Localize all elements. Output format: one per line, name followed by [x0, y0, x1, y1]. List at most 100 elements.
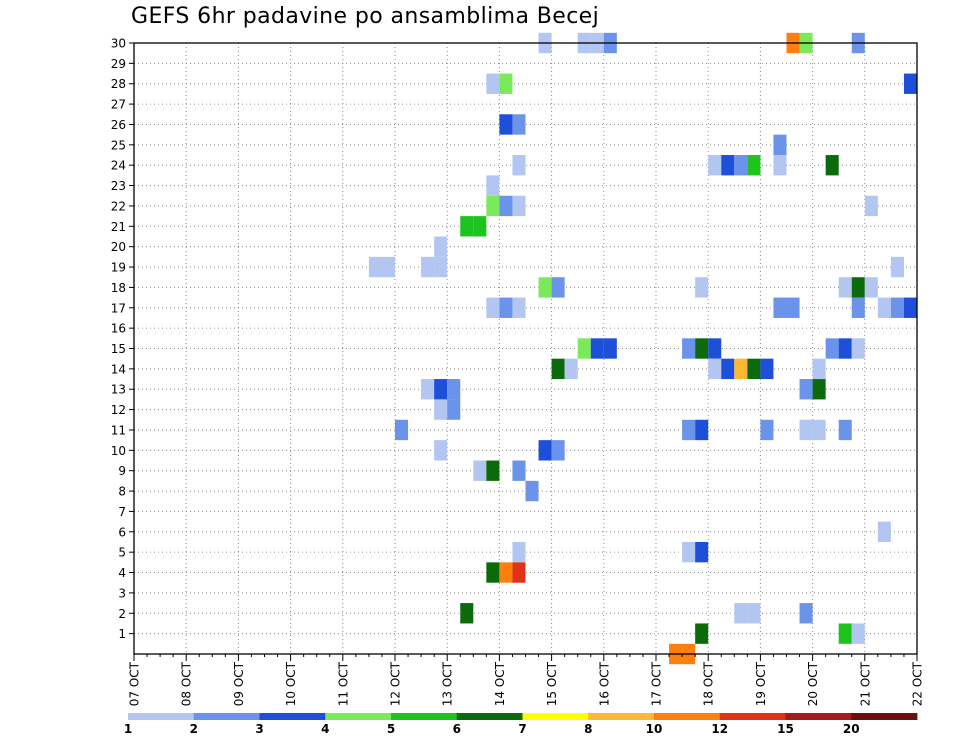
heatmap-cell	[734, 603, 748, 624]
heatmap-cell	[851, 297, 865, 318]
x-tick-label: 20 OCT	[806, 661, 820, 706]
heatmap-cell	[903, 297, 917, 318]
heatmap-cell	[460, 603, 474, 624]
colorbar-label: 15	[777, 722, 794, 736]
y-tick-label: 20	[111, 240, 126, 254]
heatmap-cell	[851, 338, 865, 359]
x-axis: 07 OCT 08 OCT 09 OCT 10 OCT 11 OCT 12 OCT 13 O…	[128, 654, 925, 706]
heatmap-cell	[708, 338, 722, 359]
heatmap-cell	[512, 195, 526, 217]
heatmap-cell	[499, 73, 513, 94]
x-tick-label: 16 OCT	[597, 661, 611, 706]
heatmap-cell	[864, 195, 878, 217]
heatmap-cell	[734, 155, 748, 176]
y-tick-label: 12	[111, 403, 126, 417]
heatmap-cell	[486, 195, 500, 217]
heatmap-cell	[708, 155, 722, 176]
heatmap-cell	[499, 114, 513, 135]
heatmap-cell	[434, 399, 448, 420]
heatmap-cell	[721, 358, 735, 380]
heatmap-cell	[890, 297, 904, 318]
heatmap-cell	[825, 338, 839, 359]
heatmap-cell	[812, 358, 826, 380]
chart-title: GEFS 6hr padavine po ansamblima Becej	[131, 4, 600, 29]
y-tick-label: 28	[111, 77, 126, 91]
heatmap-cell	[381, 256, 395, 278]
heatmap-cell	[538, 440, 552, 461]
heatmap-cell	[734, 358, 748, 380]
heatmap-cell	[499, 562, 513, 583]
heatmap-cell	[473, 216, 487, 237]
heatmap-cell	[682, 419, 696, 441]
heatmap-cell	[682, 541, 696, 563]
y-tick-label: 3	[118, 586, 126, 600]
heatmap-cell	[799, 379, 813, 400]
heatmap-cell	[512, 297, 526, 318]
heatmap-cell	[799, 419, 813, 441]
y-tick-label: 6	[118, 525, 126, 539]
heatmap-cell	[695, 277, 709, 298]
y-tick-label: 7	[118, 505, 126, 519]
x-tick-label: 17 OCT	[650, 661, 664, 706]
y-tick-label: 24	[111, 159, 126, 173]
heatmap-cell	[486, 562, 500, 583]
heatmap-cell	[773, 155, 787, 176]
x-tick-label: 14 OCT	[493, 661, 507, 706]
x-tick-label: 13 OCT	[441, 661, 455, 706]
y-tick-label: 17	[111, 301, 126, 315]
heatmap-cell	[773, 297, 787, 318]
heatmap-cell	[486, 297, 500, 318]
heatmap-cell	[395, 419, 409, 441]
heatmap-cell	[512, 562, 526, 583]
y-tick-label: 15	[111, 342, 126, 356]
y-tick-label: 21	[111, 220, 126, 234]
heatmap-cell	[590, 338, 604, 359]
colorbar-swatch	[128, 713, 195, 720]
heatmap-cell	[812, 419, 826, 441]
y-tick-label: 11	[111, 423, 126, 437]
x-tick-label: 11 OCT	[336, 661, 350, 706]
y-axis: 1234567891011121314151617181920212223242…	[111, 37, 134, 641]
colorbar-swatch	[456, 713, 523, 720]
heatmap-cell	[890, 256, 904, 278]
heatmap-cell	[695, 419, 709, 441]
heatmap-cell	[603, 338, 617, 359]
y-tick-label: 1	[118, 627, 126, 641]
heatmap-cell	[877, 521, 891, 542]
colorbar-swatch	[259, 713, 326, 720]
colorbar-swatch	[785, 713, 852, 720]
y-tick-label: 10	[111, 444, 126, 458]
heatmap-cell	[838, 338, 852, 359]
heatmap-cell	[577, 338, 591, 359]
heatmap-cell	[564, 358, 578, 380]
colorbar-label: 4	[321, 722, 329, 736]
heatmap-cell	[838, 419, 852, 441]
y-tick-label: 18	[111, 281, 126, 295]
x-tick-label: 19 OCT	[754, 661, 768, 706]
heatmap-cell	[434, 379, 448, 400]
y-tick-label: 2	[118, 607, 126, 621]
colorbar-swatch	[391, 713, 458, 720]
colorbar-label: 8	[584, 722, 592, 736]
heatmap-cell	[512, 460, 526, 481]
colorbar-label: 6	[453, 722, 461, 736]
colorbar-swatch	[325, 713, 392, 720]
heatmap-cell	[812, 379, 826, 400]
heatmap-cell	[525, 480, 539, 502]
x-tick-label: 10 OCT	[284, 661, 298, 706]
heatmap-cell	[421, 379, 435, 400]
heatmap-cell	[708, 358, 722, 380]
y-tick-label: 14	[111, 362, 126, 376]
heatmap-cell	[486, 175, 500, 196]
heatmap-cell	[695, 338, 709, 359]
x-tick-label: 12 OCT	[389, 661, 403, 706]
colorbar-label: 2	[190, 722, 198, 736]
heatmap-cell	[851, 623, 865, 644]
heatmap-cell	[499, 195, 513, 217]
heatmap-cell	[799, 603, 813, 624]
x-tick-label: 18 OCT	[702, 661, 716, 706]
heatmap-cell	[486, 460, 500, 481]
x-tick-label: 22 OCT	[911, 661, 925, 706]
heatmap-cell	[773, 134, 787, 156]
